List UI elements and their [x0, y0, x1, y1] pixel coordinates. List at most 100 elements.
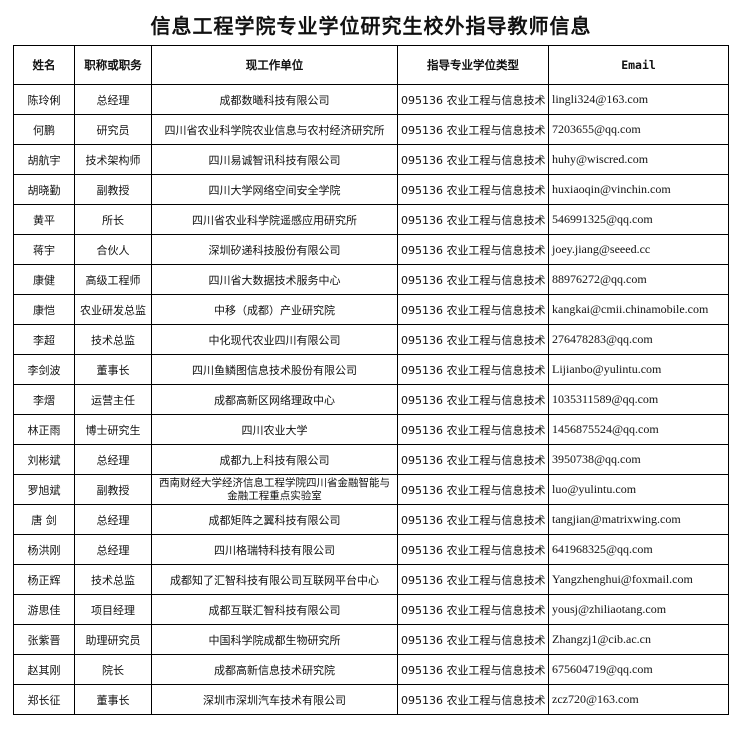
- cell-email: Lijianbo@yulintu.com: [548, 354, 729, 385]
- cell-employer: 四川鱼鳞图信息技术股份有限公司: [151, 354, 398, 385]
- cell-email: joey.jiang@seeed.cc: [548, 234, 729, 265]
- cell-name: 胡晓勤: [13, 174, 75, 205]
- cell-employer: 四川格瑞特科技有限公司: [151, 534, 398, 565]
- cell-employer: 成都高新信息技术研究院: [151, 654, 398, 685]
- header-employer: 现工作单位: [151, 45, 398, 85]
- header-name: 姓名: [13, 45, 75, 85]
- cell-email: huxiaoqin@vinchin.com: [548, 174, 729, 205]
- cell-degree-type: 095136 农业工程与信息技术: [397, 654, 549, 685]
- table-row: 何鹏 研究员 四川省农业科学院农业信息与农村经济研究所 095136 农业工程与信息技…: [13, 114, 729, 145]
- cell-name: 林正雨: [13, 414, 75, 445]
- cell-email: tangjian@matrixwing.com: [548, 504, 729, 535]
- table-header: 姓名 职称或职务 现工作单位 指导专业学位类型 Email: [13, 45, 729, 85]
- cell-title: 合伙人: [74, 234, 152, 265]
- cell-employer: 成都数曦科技有限公司: [151, 84, 398, 115]
- cell-title: 所长: [74, 204, 152, 235]
- cell-degree-type: 095136 农业工程与信息技术: [397, 444, 549, 475]
- cell-employer: 成都高新区网络理政中心: [151, 384, 398, 415]
- cell-degree-type: 095136 农业工程与信息技术: [397, 504, 549, 535]
- cell-email: Zhangzj1@cib.ac.cn: [548, 624, 729, 655]
- cell-title: 总经理: [74, 534, 152, 565]
- cell-email: zcz720@163.com: [548, 684, 729, 715]
- cell-degree-type: 095136 农业工程与信息技术: [397, 384, 549, 415]
- table-row: 胡航宇 技术架构师 四川易诚智讯科技有限公司 095136 农业工程与信息技术 huhy…: [13, 144, 729, 175]
- table-row: 杨洪刚 总经理 四川格瑞特科技有限公司 095136 农业工程与信息技术 6419683…: [13, 534, 729, 565]
- table-row: 郑长征 董事长 深圳市深圳汽车技术有限公司 095136 农业工程与信息技术 zcz72…: [13, 684, 729, 715]
- header-title: 职称或职务: [74, 45, 152, 85]
- cell-email: 88976272@qq.com: [548, 264, 729, 295]
- cell-title: 运营主任: [74, 384, 152, 415]
- cell-name: 李熠: [13, 384, 75, 415]
- cell-employer: 深圳矽递科技股份有限公司: [151, 234, 398, 265]
- table-row: 赵其刚 院长 成都高新信息技术研究院 095136 农业工程与信息技术 67560471…: [13, 654, 729, 685]
- cell-degree-type: 095136 农业工程与信息技术: [397, 414, 549, 445]
- cell-employer: 四川省农业科学院农业信息与农村经济研究所: [151, 114, 398, 145]
- table-row: 康恺 农业研发总监 中移（成都）产业研究院 095136 农业工程与信息技术 kangk…: [13, 294, 729, 325]
- cell-title: 项目经理: [74, 594, 152, 625]
- cell-title: 助理研究员: [74, 624, 152, 655]
- cell-email: luo@yulintu.com: [548, 474, 729, 505]
- cell-employer: 西南财经大学经济信息工程学院四川省金融智能与金融工程重点实验室: [151, 474, 398, 505]
- cell-name: 李超: [13, 324, 75, 355]
- table-row: 张紫晋 助理研究员 中国科学院成都生物研究所 095136 农业工程与信息技术 Zhan…: [13, 624, 729, 655]
- cell-name: 张紫晋: [13, 624, 75, 655]
- cell-name: 游思佳: [13, 594, 75, 625]
- table-row: 杨正辉 技术总监 成都知了汇智科技有限公司互联网平台中心 095136 农业工程与信息…: [13, 564, 729, 595]
- cell-name: 胡航宇: [13, 144, 75, 175]
- cell-title: 高级工程师: [74, 264, 152, 295]
- header-degree-type: 指导专业学位类型: [397, 45, 549, 85]
- cell-degree-type: 095136 农业工程与信息技术: [397, 174, 549, 205]
- table-row: 胡晓勤 副教授 四川大学网络空间安全学院 095136 农业工程与信息技术 huxiao…: [13, 174, 729, 205]
- cell-email: 3950738@qq.com: [548, 444, 729, 475]
- cell-title: 研究员: [74, 114, 152, 145]
- cell-title: 技术架构师: [74, 144, 152, 175]
- cell-title: 副教授: [74, 174, 152, 205]
- cell-title: 总经理: [74, 444, 152, 475]
- cell-employer: 成都矩阵之翼科技有限公司: [151, 504, 398, 535]
- table-row: 刘彬斌 总经理 成都九上科技有限公司 095136 农业工程与信息技术 3950738@…: [13, 444, 729, 475]
- cell-name: 蒋宇: [13, 234, 75, 265]
- cell-degree-type: 095136 农业工程与信息技术: [397, 474, 549, 505]
- cell-title: 董事长: [74, 684, 152, 715]
- cell-degree-type: 095136 农业工程与信息技术: [397, 234, 549, 265]
- cell-email: 1035311589@qq.com: [548, 384, 729, 415]
- cell-degree-type: 095136 农业工程与信息技术: [397, 264, 549, 295]
- cell-name: 康健: [13, 264, 75, 295]
- table-row: 李熠 运营主任 成都高新区网络理政中心 095136 农业工程与信息技术 1035311…: [13, 384, 729, 415]
- cell-title: 院长: [74, 654, 152, 685]
- cell-name: 郑长征: [13, 684, 75, 715]
- cell-degree-type: 095136 农业工程与信息技术: [397, 324, 549, 355]
- cell-degree-type: 095136 农业工程与信息技术: [397, 594, 549, 625]
- cell-email: 675604719@qq.com: [548, 654, 729, 685]
- cell-degree-type: 095136 农业工程与信息技术: [397, 114, 549, 145]
- cell-title: 农业研发总监: [74, 294, 152, 325]
- cell-email: 1456875524@qq.com: [548, 414, 729, 445]
- cell-title: 技术总监: [74, 564, 152, 595]
- cell-name: 赵其刚: [13, 654, 75, 685]
- cell-degree-type: 095136 农业工程与信息技术: [397, 354, 549, 385]
- cell-degree-type: 095136 农业工程与信息技术: [397, 624, 549, 655]
- cell-name: 唐 剑: [13, 504, 75, 535]
- cell-degree-type: 095136 农业工程与信息技术: [397, 294, 549, 325]
- table-row: 唐 剑总经理 成都矩阵之翼科技有限公司 095136 农业工程与信息技术 tangji…: [13, 504, 729, 535]
- cell-title: 副教授: [74, 474, 152, 505]
- cell-email: 7203655@qq.com: [548, 114, 729, 145]
- cell-email: Yangzhenghui@foxmail.com: [548, 564, 729, 595]
- cell-degree-type: 095136 农业工程与信息技术: [397, 564, 549, 595]
- cell-name: 陈玲俐: [13, 84, 75, 115]
- cell-employer: 成都知了汇智科技有限公司互联网平台中心: [151, 564, 398, 595]
- cell-name: 杨正辉: [13, 564, 75, 595]
- cell-employer: 四川大学网络空间安全学院: [151, 174, 398, 205]
- cell-employer: 成都互联汇智科技有限公司: [151, 594, 398, 625]
- cell-email: 641968325@qq.com: [548, 534, 729, 565]
- cell-employer: 四川省农业科学院遥感应用研究所: [151, 204, 398, 235]
- cell-employer: 四川易诚智讯科技有限公司: [151, 144, 398, 175]
- cell-title: 总经理: [74, 84, 152, 115]
- cell-name: 康恺: [13, 294, 75, 325]
- table-row: 蒋宇 合伙人 深圳矽递科技股份有限公司 095136 农业工程与信息技术 joey.ji…: [13, 234, 729, 265]
- table-row: 李超 技术总监 中化现代农业四川有限公司 095136 农业工程与信息技术 276478…: [13, 324, 729, 355]
- cell-name: 何鹏: [13, 114, 75, 145]
- cell-name: 杨洪刚: [13, 534, 75, 565]
- cell-email: kangkai@cmii.chinamobile.com: [548, 294, 729, 325]
- table-row: 罗旭斌 副教授 西南财经大学经济信息工程学院四川省金融智能与金融工程重点实验室 095…: [13, 474, 729, 505]
